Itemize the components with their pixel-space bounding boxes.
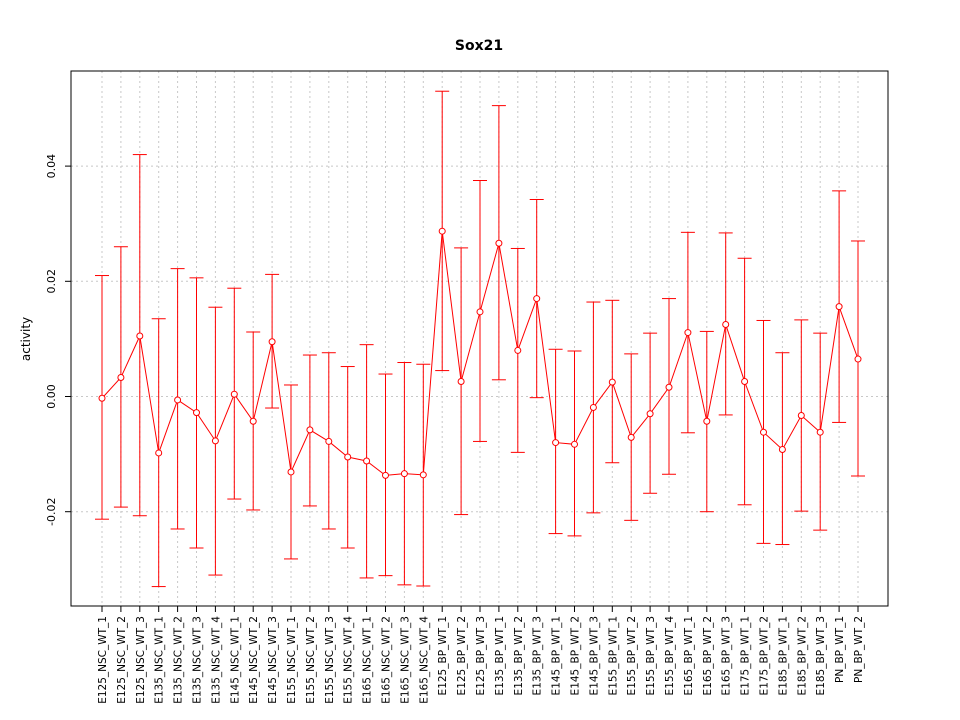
x-tick-label: E175_BP_WT_2 <box>759 616 771 695</box>
y-axis: -0.02 0.00 0.02 0.04 <box>45 154 71 526</box>
series-points <box>98 227 862 479</box>
data-point <box>722 321 730 328</box>
data-point <box>571 440 578 448</box>
x-tick-label: E125_NSC_WT_2 <box>116 616 128 704</box>
x-tick-label: E155_BP_WT_3 <box>645 616 657 695</box>
data-point <box>419 471 427 479</box>
x-tick-label: E135_NSC_WT_2 <box>173 616 185 704</box>
x-tick-label: E155_NSC_WT_4 <box>343 616 355 704</box>
x-tick-label: E135_BP_WT_3 <box>532 616 544 695</box>
x-tick-label: E125_NSC_WT_1 <box>97 616 109 704</box>
data-point <box>552 439 560 447</box>
data-point <box>589 403 597 411</box>
x-tick-label: E155_NSC_WT_3 <box>324 616 336 704</box>
x-tick-label: E165_BP_WT_2 <box>702 616 714 695</box>
data-point <box>854 355 862 363</box>
data-point <box>193 409 200 417</box>
x-tick-label: E135_BP_WT_2 <box>513 616 525 695</box>
x-tick-label: E165_BP_WT_1 <box>683 616 695 695</box>
x-tick-label: E165_NSC_WT_3 <box>399 616 411 704</box>
data-point <box>211 437 219 445</box>
y-tick-label: 0.04 <box>45 154 58 179</box>
data-point <box>306 426 314 434</box>
data-point <box>646 410 654 418</box>
x-tick-label: E165_NSC_WT_4 <box>418 616 430 704</box>
data-point <box>760 428 767 436</box>
x-tick-label: E175_BP_WT_1 <box>740 616 752 695</box>
x-tick-label: E185_BP_WT_3 <box>815 616 827 695</box>
data-point <box>382 471 389 479</box>
x-tick-label: E165_NSC_WT_1 <box>362 616 374 704</box>
x-axis: E125_NSC_WT_1 E125_NSC_WT_2 E125_NSC_WT_3 E… <box>97 606 865 704</box>
data-point <box>155 449 163 457</box>
data-point <box>533 295 541 303</box>
data-point <box>325 437 333 445</box>
data-point <box>174 396 182 404</box>
x-tick-label: E185_BP_WT_1 <box>777 616 789 695</box>
x-tick-label: E125_BP_WT_3 <box>475 616 487 695</box>
x-tick-label: E165_BP_WT_3 <box>721 616 733 695</box>
x-tick-label: E125_BP_WT_1 <box>437 616 449 695</box>
data-point <box>684 329 692 337</box>
x-tick-label: PN_BP_WT_2 <box>853 616 865 683</box>
data-point <box>514 346 522 354</box>
data-point <box>495 239 503 247</box>
data-point <box>778 445 786 453</box>
x-tick-label: E145_NSC_WT_3 <box>267 616 279 704</box>
y-tick-label: -0.02 <box>45 497 58 525</box>
x-tick-label: E155_NSC_WT_1 <box>286 616 298 704</box>
data-point <box>797 412 805 420</box>
x-tick-label: E145_BP_WT_1 <box>551 616 563 695</box>
y-tick-label: 0.00 <box>45 384 58 409</box>
x-tick-label: E145_BP_WT_3 <box>588 616 600 695</box>
data-point <box>117 373 125 381</box>
data-point <box>268 338 276 346</box>
data-point <box>249 417 257 425</box>
data-point <box>816 428 824 436</box>
data-point <box>287 468 295 476</box>
data-point <box>438 227 446 235</box>
data-point <box>363 457 371 465</box>
data-point <box>608 378 616 386</box>
data-point <box>457 378 465 386</box>
y-axis-label: activity <box>19 317 33 361</box>
x-tick-label: E145_BP_WT_2 <box>570 616 582 695</box>
data-point <box>835 303 843 311</box>
data-point <box>476 308 484 316</box>
x-tick-label: E155_BP_WT_2 <box>626 616 638 695</box>
data-point <box>741 378 749 386</box>
x-tick-label: E135_BP_WT_1 <box>494 616 506 695</box>
data-point <box>627 433 635 441</box>
data-point <box>665 383 673 391</box>
x-tick-label: E155_BP_WT_1 <box>607 616 619 695</box>
data-point <box>230 390 238 398</box>
x-tick-label: E185_BP_WT_2 <box>796 616 808 695</box>
x-tick-label: E125_NSC_WT_3 <box>135 616 147 704</box>
x-tick-label: E165_NSC_WT_2 <box>381 616 393 704</box>
x-tick-label: PN_BP_WT_1 <box>834 616 846 683</box>
y-tick-label: 0.02 <box>45 269 58 294</box>
x-tick-label: E135_NSC_WT_3 <box>192 616 204 704</box>
x-tick-label: E145_NSC_WT_1 <box>229 616 241 704</box>
x-tick-label: E135_NSC_WT_4 <box>210 616 222 704</box>
data-point <box>703 417 711 425</box>
data-point <box>98 394 106 402</box>
x-tick-label: E145_NSC_WT_2 <box>248 616 260 704</box>
x-tick-label: E135_NSC_WT_1 <box>154 616 166 704</box>
data-point <box>136 332 144 340</box>
data-point <box>400 470 408 478</box>
x-tick-label: E155_NSC_WT_2 <box>305 616 317 704</box>
chart-title: Sox21 <box>455 38 503 54</box>
data-point <box>344 453 352 461</box>
x-tick-label: E125_BP_WT_2 <box>456 616 468 695</box>
x-tick-label: E155_BP_WT_4 <box>664 616 676 696</box>
